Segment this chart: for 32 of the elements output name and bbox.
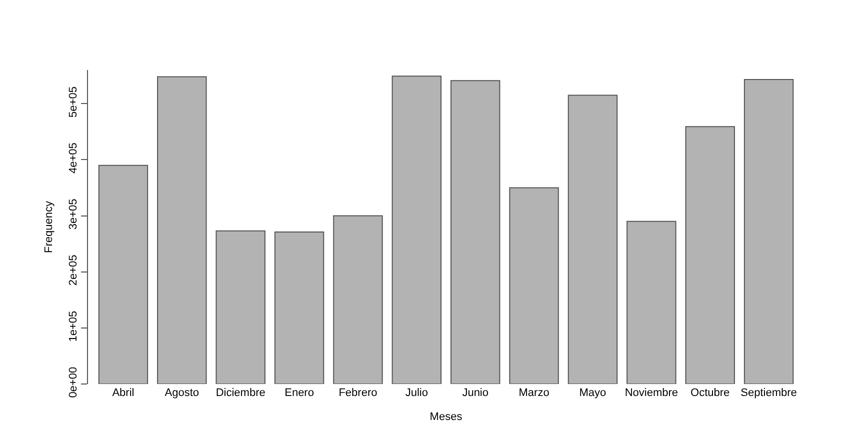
- bar: [157, 76, 207, 384]
- x-tick-label: Octubre: [690, 387, 730, 399]
- bar: [685, 126, 735, 384]
- y-tick-label: 4e+05: [68, 142, 80, 174]
- x-tick-label: Septiembre: [740, 387, 797, 399]
- x-tick-label: Enero: [284, 387, 314, 399]
- x-tick-label: Diciembre: [216, 387, 266, 399]
- bar: [626, 220, 676, 384]
- x-tick-label: Agosto: [164, 387, 200, 399]
- bar: [509, 187, 559, 384]
- bar: [98, 164, 148, 384]
- bar: [216, 230, 266, 384]
- bar: [568, 94, 618, 384]
- x-tick-label: Febrero: [338, 387, 378, 399]
- x-tick-label: Junio: [462, 387, 488, 399]
- bar: [333, 215, 383, 384]
- y-tick-label: 5e+05: [68, 86, 80, 118]
- y-tick-label: 3e+05: [68, 198, 80, 230]
- x-tick-label: Julio: [405, 387, 428, 399]
- x-tick-label: Mayo: [579, 387, 606, 399]
- bar: [392, 76, 442, 384]
- x-tick-label: Marzo: [518, 387, 550, 399]
- bar: [274, 232, 324, 384]
- y-tick-label: 2e+05: [68, 254, 80, 286]
- y-axis-title: Frequency: [43, 200, 56, 253]
- x-axis-title: Meses: [430, 411, 463, 424]
- y-tick-label: 0e+00: [68, 366, 80, 398]
- x-tick-label: Noviembre: [624, 387, 678, 399]
- bar: [744, 79, 794, 384]
- bar: [450, 80, 500, 384]
- x-tick-label: Abril: [112, 387, 134, 399]
- y-tick-label: 1e+05: [68, 310, 80, 342]
